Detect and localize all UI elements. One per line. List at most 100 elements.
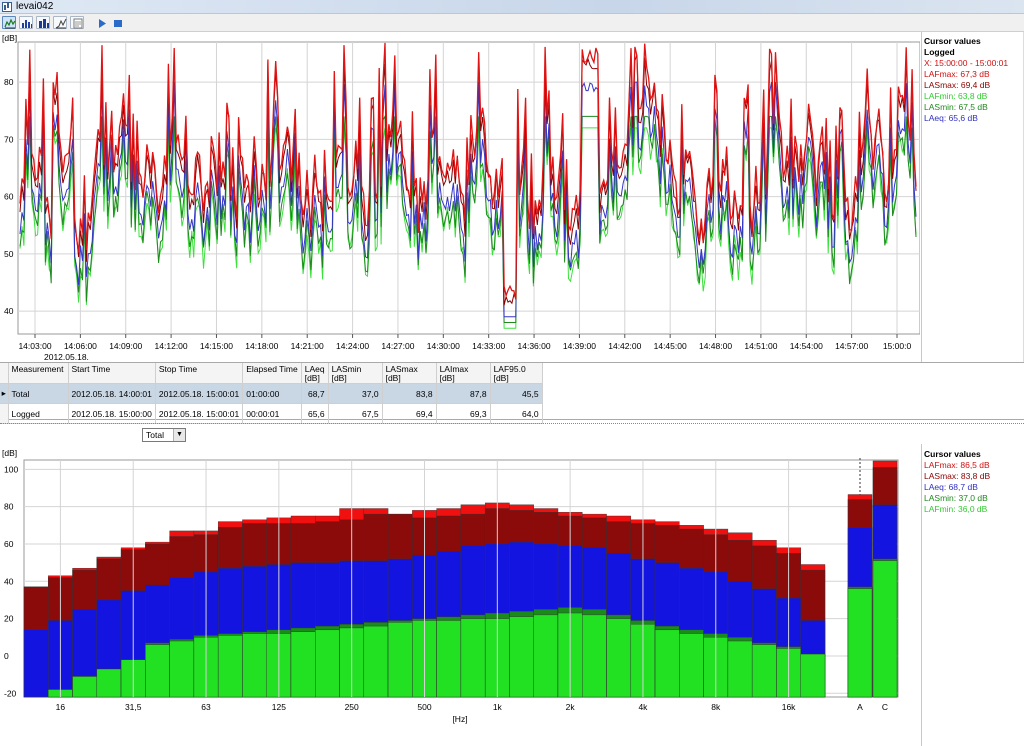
cursor-top-row: LAFmin: 63,8 dB	[924, 91, 988, 101]
bar-lafmin	[679, 633, 704, 698]
x-tick-label: 14:45:00	[654, 341, 687, 351]
summary-bar-lafmin	[847, 588, 873, 698]
cursor-top-row: LASmax: 69,4 dB	[924, 80, 991, 90]
splitter[interactable]	[0, 423, 1024, 424]
x-tick-label: 14:39:00	[563, 341, 596, 351]
column-header-label: Start Time	[71, 364, 111, 374]
y-tick-label: 40	[4, 306, 14, 316]
column-header[interactable]: Start Time	[68, 363, 156, 384]
bar-chart-icon[interactable]	[36, 16, 50, 29]
table-row[interactable]: Logged 2012.05.18. 15:00:00 2012.05.18. 15…	[0, 403, 543, 424]
column-header[interactable]: LAF95.0 [dB]	[490, 363, 543, 384]
row-selector-icon[interactable]: ▸	[0, 383, 9, 404]
x-tick-label: 14:42:00	[608, 341, 641, 351]
column-header-label: [dB]	[385, 373, 401, 383]
x-tick-label: 14:54:00	[790, 341, 823, 351]
table-cell: Logged	[8, 403, 69, 424]
table-cell: 64,0	[490, 403, 543, 424]
table-cell: 2012.05.18. 15:00:01	[155, 403, 244, 424]
chevron-down-icon[interactable]: ▼	[173, 429, 185, 441]
column-header-label: LAF95.0	[493, 364, 526, 374]
column-header-label: LAImax	[439, 364, 469, 374]
series-line-laeq	[19, 81, 917, 318]
x-tick-label: 14:51:00	[744, 341, 777, 351]
column-header[interactable]: LAImax [dB]	[436, 363, 491, 384]
bar-lafmin	[727, 640, 753, 698]
report-icon[interactable]	[70, 16, 84, 29]
column-header[interactable]: Measurement	[8, 363, 69, 384]
table-cell: Total	[8, 383, 69, 404]
window-title: levai042	[16, 1, 54, 12]
bar-lafmin	[509, 616, 534, 698]
bar-lafmin	[800, 653, 826, 698]
column-header[interactable]: LASmin [dB]	[328, 363, 383, 384]
cursor-values-title: Cursor values	[924, 36, 981, 46]
column-header[interactable]: LASmax [dB]	[382, 363, 437, 384]
table-cell: 69,3	[436, 403, 491, 424]
table-cell: 37,0	[328, 383, 383, 404]
x-tick-label: 14:48:00	[699, 341, 732, 351]
bar-lafmin	[606, 618, 632, 698]
y-tick-label: 60	[4, 539, 14, 549]
x-tick-label: 15:00:0	[883, 341, 912, 351]
cursor-top-row: LAeq: 65,6 dB	[924, 113, 978, 123]
spectrum-chart[interactable]: [dB] -20 0 20 40 60 80 100 16 31,5 63 125 250 500 1k 2k…	[0, 444, 1024, 746]
row-selector[interactable]	[0, 403, 9, 424]
table-cell: 2012.05.18. 15:00:00	[68, 403, 156, 424]
x-tick-label: 14:24:00	[336, 341, 369, 351]
bar-lafmin	[72, 676, 98, 698]
column-header-label: [dB]	[493, 373, 509, 383]
panel-divider	[921, 32, 922, 362]
y-tick-label: 0	[4, 651, 9, 661]
column-header-label: [dB]	[304, 373, 320, 383]
table-row[interactable]: ▸ Total 2012.05.18. 14:00:01 2012.05.18. 15…	[0, 383, 543, 404]
table-cell: 2012.05.18. 15:00:01	[155, 383, 244, 404]
stop-icon[interactable]	[110, 16, 124, 29]
x-tick-label: 125	[272, 702, 286, 712]
cursor-bottom-row: LAFmax: 86,5 dB	[924, 460, 990, 470]
table-cell: 01:00:00	[242, 383, 302, 404]
y-tick-label: 50	[4, 249, 14, 259]
column-header[interactable]: Elapsed Time	[242, 363, 302, 384]
bar-lafmin	[169, 640, 195, 698]
column-header-label: LASmax	[385, 364, 418, 374]
x-tick-label: 8k	[711, 702, 721, 712]
statistics-icon[interactable]	[53, 16, 67, 29]
series-line-lafmax	[19, 42, 917, 300]
row-header-corner	[0, 363, 9, 384]
cursor-values-title: Cursor values	[924, 449, 981, 459]
x-tick-label: 14:12:00	[155, 341, 188, 351]
bar-lafmin	[582, 614, 607, 698]
x-tick-label: 14:57:00	[835, 341, 868, 351]
column-header[interactable]: Stop Time	[155, 363, 244, 384]
x-tick-label: 14:33:00	[472, 341, 505, 351]
y-tick-label: 40	[4, 576, 14, 586]
time-history-icon[interactable]	[2, 16, 16, 29]
time-history-chart[interactable]: [dB] 40 50 60 70 80 14:03:00 14:06:00 14:09:00 14…	[0, 32, 1024, 362]
column-header-label: LAeq	[304, 364, 325, 374]
bar-lafmin	[654, 629, 680, 698]
bar-lafmin	[751, 644, 777, 698]
column-header[interactable]: LAeq [dB]	[301, 363, 329, 384]
cursor-bottom-row: LAFmin: 36,0 dB	[924, 504, 988, 514]
bar-lafmin	[145, 644, 170, 698]
bar-lafmin	[533, 614, 559, 698]
x-tick-label: 1k	[493, 702, 503, 712]
x-tick-label: 2k	[566, 702, 576, 712]
y-tick-label: 100	[4, 464, 18, 474]
table-cell: 69,4	[382, 403, 437, 424]
measurement-select[interactable]: Total ▼	[142, 428, 186, 442]
spectrum-icon[interactable]	[19, 16, 33, 29]
title-bar: levai042	[0, 0, 1024, 14]
cursor-bottom-row: LASmax: 83,8 dB	[924, 471, 991, 481]
cursor-top-row: LAFmax: 67,3 dB	[924, 69, 990, 79]
time-history-plot[interactable]: [dB] 40 50 60 70 80 14:03:00 14:06:00 14:09:00 14…	[0, 32, 920, 362]
column-header-label: Elapsed Time	[246, 364, 298, 374]
bar-lafmin	[315, 629, 340, 698]
x-tick-label: 14:27:00	[381, 341, 414, 351]
table-cell: 83,8	[382, 383, 437, 404]
play-icon[interactable]	[94, 16, 108, 29]
x-tick-label: 14:06:00	[64, 341, 97, 351]
spectrum-plot[interactable]: [dB] -20 0 20 40 60 80 100 16 31,5 63 125 250 500 1k 2k…	[0, 444, 920, 746]
